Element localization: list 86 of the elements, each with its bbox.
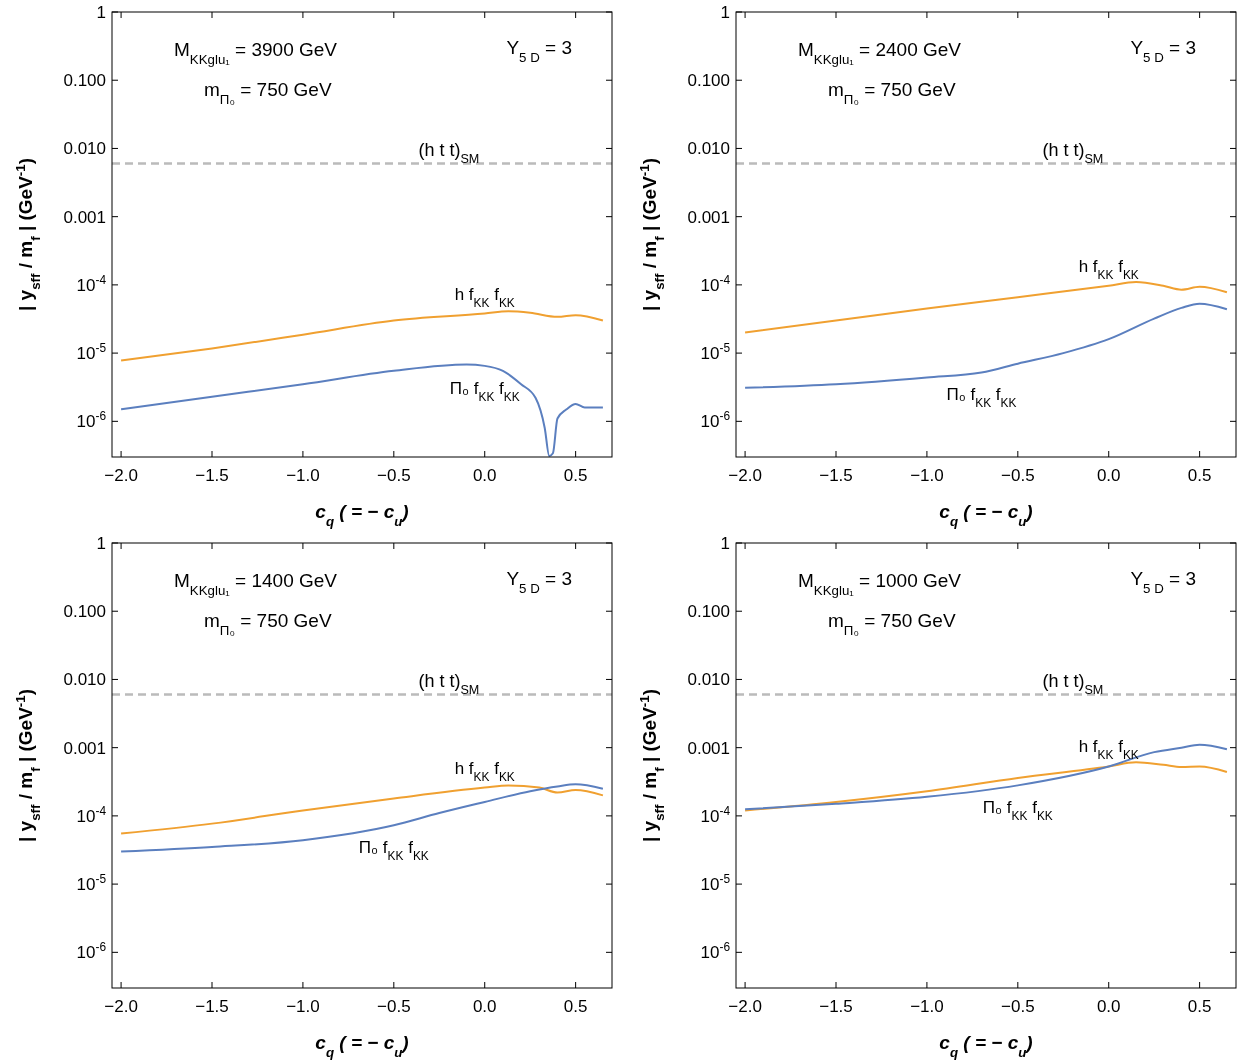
y-tick-label: 10$^{-4}$ — [700, 803, 731, 826]
y-tick-label: 0.001 — [687, 738, 730, 758]
x-tick-label: 0.0 — [1096, 466, 1121, 485]
series-label: Π₀ f$_{KK}$ f$_{KK}$ — [449, 378, 520, 404]
y-tick-label: 0.001 — [687, 207, 730, 227]
y-tick-label: 0.001 — [63, 207, 106, 227]
series-label: h f$_{KK}$ f$_{KK}$ — [454, 284, 515, 310]
series-label: h f$_{KK}$ f$_{KK}$ — [454, 758, 515, 784]
x-tick-label: −1.0 — [286, 997, 320, 1016]
line-series — [120, 363, 604, 458]
ref-line-label: (h t t)$_{SM}$ — [418, 670, 480, 697]
y-tick-label: 10$^{-5}$ — [76, 341, 107, 364]
y-tick-label: 1 — [96, 3, 106, 22]
annotation: Y$_{5 D}$ = 3 — [506, 37, 572, 65]
annotation: M$_{KKglu₁}$ = 1400 GeV — [174, 570, 338, 598]
x-tick-label: 0.5 — [1187, 466, 1212, 485]
y-tick-label: 0.010 — [63, 139, 106, 159]
x-tick-label: −0.5 — [1001, 466, 1035, 485]
x-tick-label: 0.0 — [472, 466, 497, 485]
y-tick-label: 10$^{-4}$ — [76, 272, 107, 295]
x-tick-label: −1.0 — [286, 466, 320, 485]
x-tick-label: −1.5 — [819, 466, 853, 485]
annotation: M$_{KKglu₁}$ = 2400 GeV — [798, 39, 962, 67]
y-tick-label: 0.010 — [63, 670, 106, 690]
series-label: h f$_{KK}$ f$_{KK}$ — [1078, 737, 1139, 763]
series-label: h f$_{KK}$ f$_{KK}$ — [1078, 256, 1139, 282]
y-tick-label: 0.010 — [687, 139, 730, 159]
x-tick-label: 0.5 — [563, 997, 588, 1016]
x-tick-label: −0.5 — [377, 997, 411, 1016]
y-tick-label: 10$^{-5}$ — [700, 872, 731, 895]
y-tick-label: 0.100 — [63, 71, 106, 91]
y-tick-label: 0.100 — [63, 602, 106, 622]
line-series — [120, 310, 604, 362]
annotation: m$_{Π₀}$ = 750 GeV — [828, 79, 956, 107]
y-tick-label: 0.100 — [687, 602, 730, 622]
x-tick-label: −0.5 — [377, 466, 411, 485]
x-tick-label: −1.5 — [195, 997, 229, 1016]
x-axis-title: c$_{q}$ ( = − c$_{u}$) — [939, 1032, 1033, 1060]
y-tick-label: 10$^{-4}$ — [76, 803, 107, 826]
line-series — [744, 281, 1228, 334]
x-tick-label: −2.0 — [728, 997, 762, 1016]
y-tick-label: 10$^{-6}$ — [76, 409, 107, 432]
line-series — [744, 302, 1228, 389]
x-axis-title: c$_{q}$ ( = − c$_{u}$) — [939, 501, 1033, 529]
y-tick-label: 10$^{-4}$ — [700, 272, 731, 295]
y-tick-label: 1 — [720, 3, 730, 22]
annotation: m$_{Π₀}$ = 750 GeV — [204, 79, 332, 107]
y-tick-label: 10$^{-6}$ — [76, 940, 107, 963]
ref-line-label: (h t t)$_{SM}$ — [1042, 139, 1104, 166]
annotation: M$_{KKglu₁}$ = 1000 GeV — [798, 570, 962, 598]
annotation: m$_{Π₀}$ = 750 GeV — [204, 610, 332, 638]
x-tick-label: −1.5 — [195, 466, 229, 485]
x-tick-label: 0.0 — [1096, 997, 1121, 1016]
x-axis-title: c$_{q}$ ( = − c$_{u}$) — [315, 501, 409, 529]
x-tick-label: −2.0 — [728, 466, 762, 485]
series-label: Π₀ f$_{KK}$ f$_{KK}$ — [982, 798, 1053, 824]
x-tick-label: 0.5 — [1187, 997, 1212, 1016]
ref-line-label: (h t t)$_{SM}$ — [1042, 670, 1104, 697]
series-label: Π₀ f$_{KK}$ f$_{KK}$ — [946, 385, 1017, 411]
annotation: Y$_{5 D}$ = 3 — [506, 568, 572, 596]
x-tick-label: 0.0 — [472, 997, 497, 1016]
x-tick-label: −1.5 — [819, 997, 853, 1016]
y-tick-label: 10$^{-6}$ — [700, 940, 731, 963]
x-tick-label: −1.0 — [910, 997, 944, 1016]
x-tick-label: −2.0 — [104, 997, 138, 1016]
annotation: Y$_{5 D}$ = 3 — [1130, 568, 1196, 596]
line-series — [120, 783, 604, 853]
x-tick-label: 0.5 — [563, 466, 588, 485]
annotation: M$_{KKglu₁}$ = 3900 GeV — [174, 39, 338, 67]
x-tick-label: −2.0 — [104, 466, 138, 485]
x-axis-title: c$_{q}$ ( = − c$_{u}$) — [315, 1032, 409, 1060]
y-tick-label: 0.001 — [63, 738, 106, 758]
line-series — [120, 784, 604, 835]
annotation: m$_{Π₀}$ = 750 GeV — [828, 610, 956, 638]
y-tick-label: 10$^{-5}$ — [76, 872, 107, 895]
y-tick-label: 0.100 — [687, 71, 730, 91]
x-tick-label: −1.0 — [910, 466, 944, 485]
x-tick-label: −0.5 — [1001, 997, 1035, 1016]
annotation: Y$_{5 D}$ = 3 — [1130, 37, 1196, 65]
y-tick-label: 10$^{-6}$ — [700, 409, 731, 432]
y-tick-label: 1 — [96, 534, 106, 553]
y-tick-label: 10$^{-5}$ — [700, 341, 731, 364]
y-tick-label: 0.010 — [687, 670, 730, 690]
series-label: Π₀ f$_{KK}$ f$_{KK}$ — [358, 838, 429, 864]
y-tick-label: 1 — [720, 534, 730, 553]
ref-line-label: (h t t)$_{SM}$ — [418, 139, 480, 166]
